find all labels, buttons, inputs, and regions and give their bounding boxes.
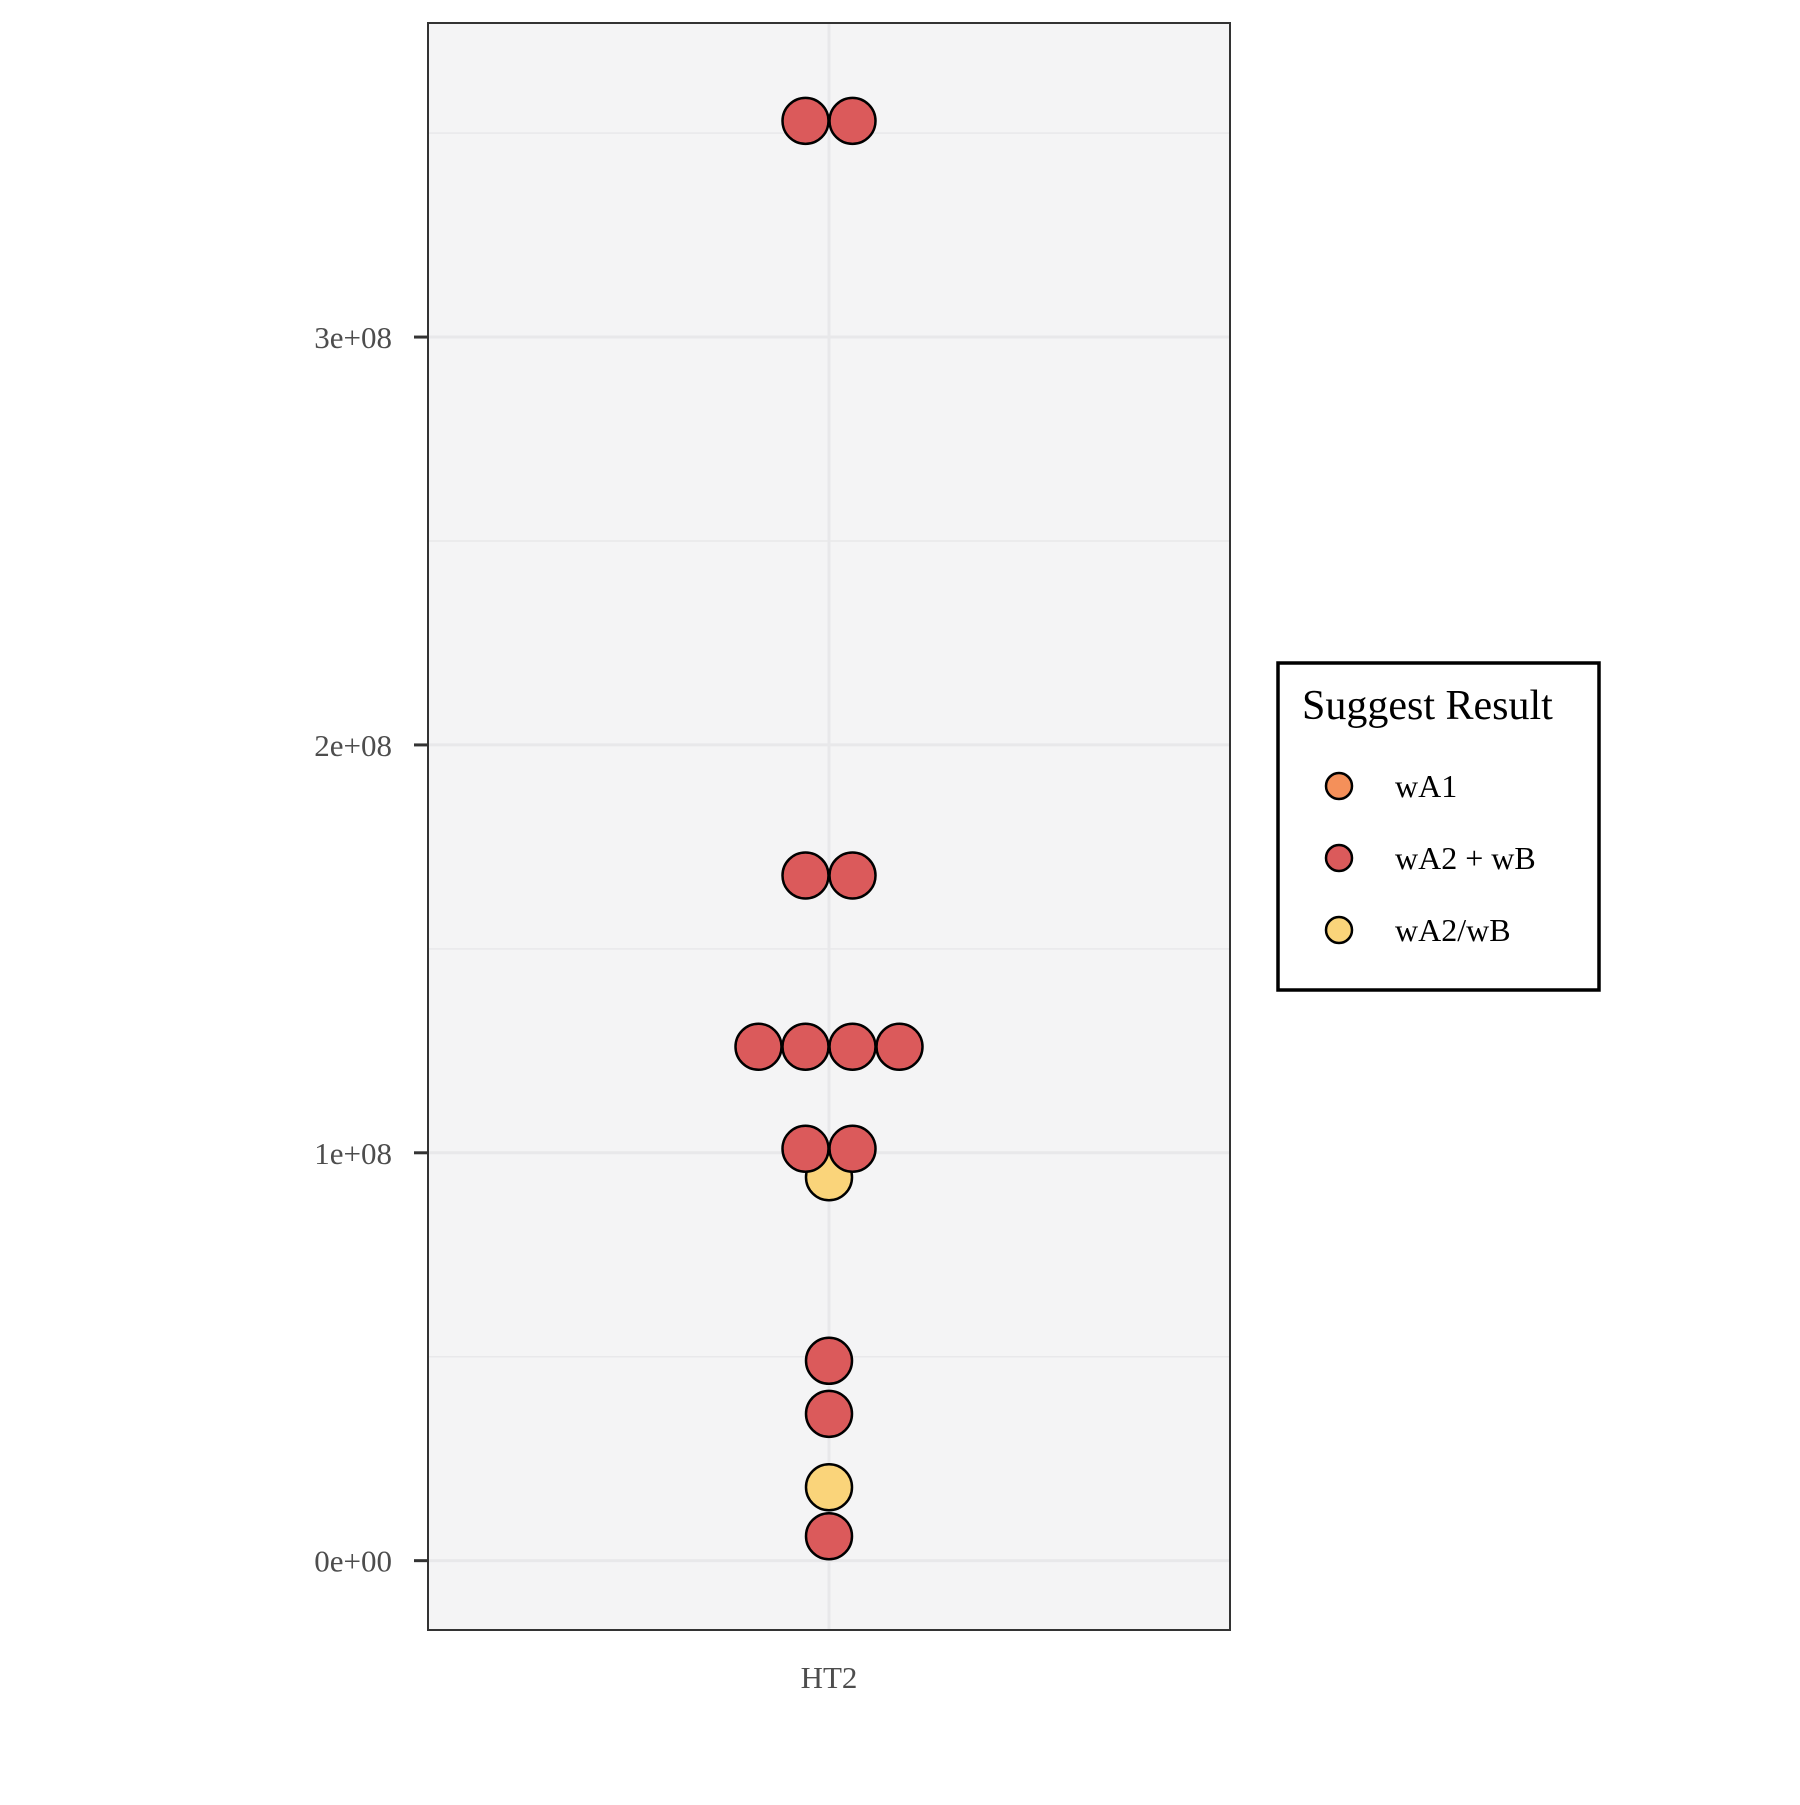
legend-key-wa1 xyxy=(1324,771,1354,801)
data-point-wa2-wb xyxy=(781,1124,830,1173)
y-tick-label: 3e+08 xyxy=(314,320,392,355)
data-point-wa2-wb xyxy=(734,1022,783,1071)
legend-title: Suggest Result xyxy=(1302,683,1553,729)
y-tick-label: 2e+08 xyxy=(314,728,392,763)
data-point-wa2-wb xyxy=(804,1462,854,1512)
data-point-wa2-wb xyxy=(828,96,877,146)
data-point-wa2-wb xyxy=(781,96,830,146)
legend-label-wa2-wb: wA2 + wB xyxy=(1395,840,1536,876)
data-point-wa2-wb xyxy=(804,1389,854,1439)
legend: Suggest Result wA1 wA2 + wB wA2/wB xyxy=(1276,661,1601,992)
legend-key-wa2-wb xyxy=(1324,915,1354,945)
data-point-wa2-wb xyxy=(804,1511,854,1561)
legend-label-wa1: wA1 xyxy=(1395,768,1457,804)
x-tick-label: HT2 xyxy=(801,1660,858,1695)
data-point-wa2-wb xyxy=(828,851,877,900)
panel-border xyxy=(427,22,1231,1631)
data-point-wa2-wb xyxy=(875,1022,924,1071)
data-points xyxy=(734,96,924,1561)
data-point-wa2-wb xyxy=(828,1022,877,1071)
data-point-wa2-wb xyxy=(828,1124,877,1173)
y-tick-label: 0e+00 xyxy=(314,1544,392,1579)
legend-label-wa2-wb: wA2/wB xyxy=(1395,912,1511,948)
data-point-wa2-wb xyxy=(804,1336,854,1386)
data-point-wa2-wb xyxy=(781,1022,830,1071)
axes: 0e+00 1e+08 2e+08 3e+08 HT2 xyxy=(314,22,1231,1695)
legend-key-wa2-wb xyxy=(1324,843,1354,873)
data-point-wa2-wb xyxy=(781,851,830,900)
y-tick-label: 1e+08 xyxy=(314,1136,392,1171)
